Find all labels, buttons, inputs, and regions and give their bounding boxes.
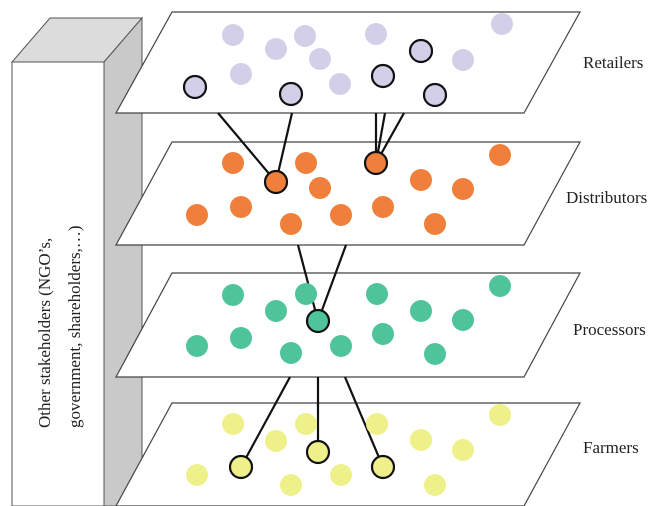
distributors-dots — [186, 144, 511, 235]
retailer-connector — [182, 74, 208, 100]
processor-dot — [265, 300, 287, 322]
link-distributor-processor — [296, 244, 320, 322]
processor-connector — [305, 308, 331, 334]
retailer-dot — [491, 13, 513, 35]
retailer-connector — [422, 82, 448, 108]
processor-dot — [410, 300, 432, 322]
stakeholder-label-line1: Other stakeholders (NGO’s, — [35, 238, 54, 428]
layer-label-processors: Processors — [573, 320, 646, 339]
stakeholder-panel-front — [11, 61, 105, 506]
farmer-dot — [489, 404, 511, 426]
farmer-dot — [452, 439, 474, 461]
retailers-dots — [182, 13, 513, 108]
farmer-dot — [280, 474, 302, 496]
distributor-dot — [230, 196, 252, 218]
processor-dot — [186, 335, 208, 357]
farmer-dot — [186, 464, 208, 486]
retailer-dot — [309, 48, 331, 70]
retailer-connector — [278, 81, 304, 107]
farmer-dot — [295, 413, 317, 435]
distributor-dot — [452, 178, 474, 200]
distributor-dot — [372, 196, 394, 218]
retailer-dot — [365, 23, 387, 45]
retailer-dot — [230, 63, 252, 85]
retailer-dot — [222, 24, 244, 46]
processor-dot — [489, 275, 511, 297]
processor-dot — [295, 283, 317, 305]
stakeholder-label-line2: government, shareholders,…) — [65, 225, 84, 428]
farmer-dot — [330, 464, 352, 486]
farmer-connector — [305, 439, 331, 465]
link-processor-farmer — [343, 376, 385, 468]
processor-dot — [222, 284, 244, 306]
retailer-dot — [329, 73, 351, 95]
retailer-connector — [370, 63, 396, 89]
distributor-connector — [363, 150, 389, 176]
distributor-dot — [424, 213, 446, 235]
processor-dot — [366, 283, 388, 305]
distributor-dot — [489, 144, 511, 166]
processor-dot — [372, 323, 394, 345]
distributor-dot — [410, 169, 432, 191]
distributor-connector — [263, 169, 289, 195]
distributor-dot — [186, 204, 208, 226]
distributor-dot — [222, 152, 244, 174]
stakeholder-panel: Other stakeholders (NGO’s, government, s… — [10, 16, 144, 506]
retailer-dot — [452, 49, 474, 71]
retailer-dot — [294, 25, 316, 47]
retailer-dot — [265, 38, 287, 60]
distributor-dot — [295, 152, 317, 174]
farmer-dot — [265, 430, 287, 452]
link-distributor-processor — [316, 244, 348, 322]
processor-dot — [230, 327, 252, 349]
farmer-dot — [366, 413, 388, 435]
link-processor-farmer — [240, 376, 291, 468]
farmer-connector — [370, 454, 396, 480]
layer-label-retailers: Retailers — [583, 53, 643, 72]
processor-dot — [424, 343, 446, 365]
farmer-dot — [424, 474, 446, 496]
layer-label-distributors: Distributors — [566, 188, 647, 207]
farmer-dot — [222, 413, 244, 435]
farmer-connector — [228, 454, 254, 480]
link-retailer-distributor — [217, 112, 277, 183]
retailer-connector — [408, 38, 434, 64]
layer-label-farmers: Farmers — [583, 438, 639, 457]
distributor-dot — [309, 177, 331, 199]
distributor-dot — [280, 213, 302, 235]
processor-dot — [280, 342, 302, 364]
farmers-dots — [186, 404, 511, 496]
farmer-dot — [410, 429, 432, 451]
processor-dot — [452, 309, 474, 331]
distributor-dot — [330, 204, 352, 226]
processors-dots — [186, 275, 511, 365]
processor-dot — [330, 335, 352, 357]
